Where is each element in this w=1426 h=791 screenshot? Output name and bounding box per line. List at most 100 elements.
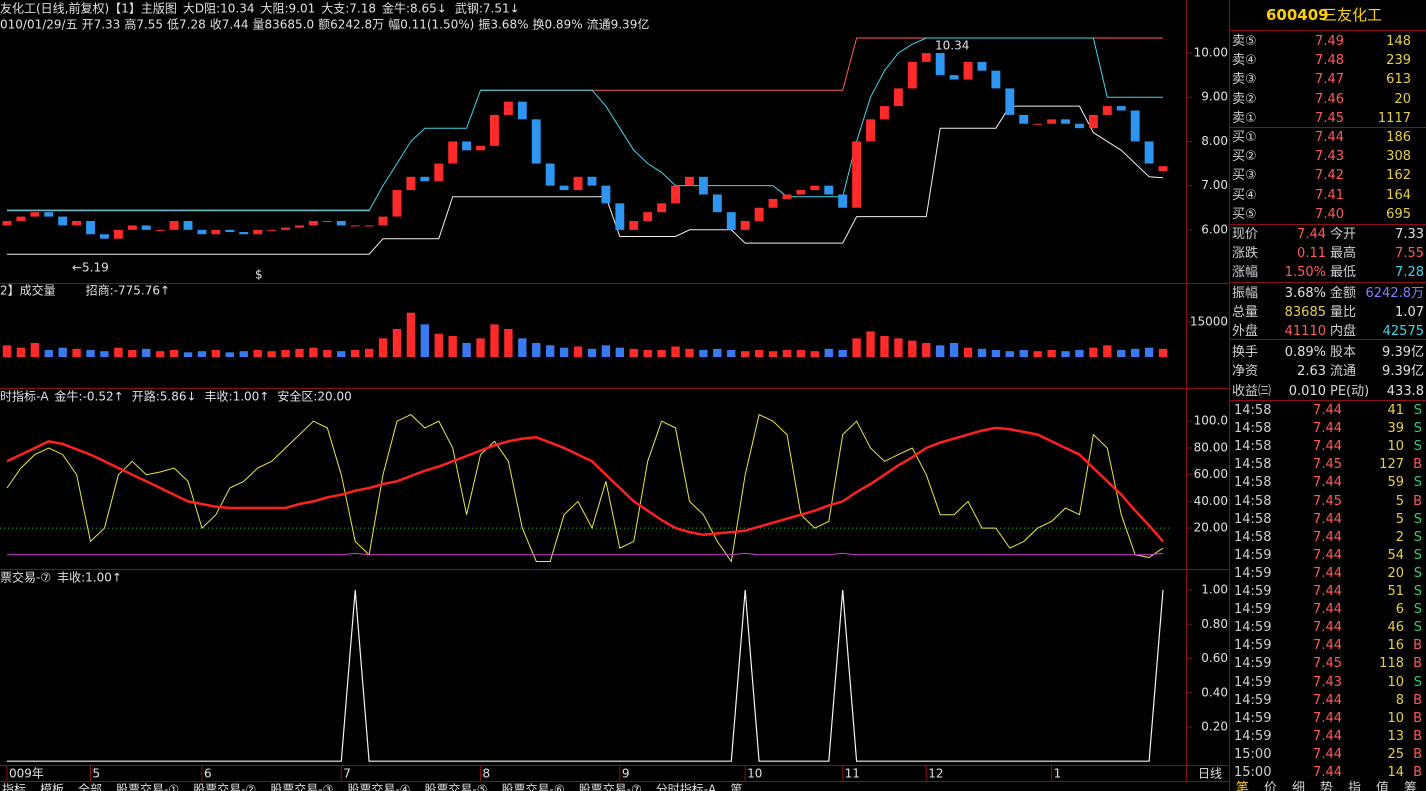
volume-bar xyxy=(1089,347,1098,357)
x-tick-label: 009年 xyxy=(9,767,44,781)
side-tab[interactable]: 笔 xyxy=(1236,781,1250,791)
candle xyxy=(893,88,903,107)
trade-side: B xyxy=(1413,710,1422,726)
trade-side: B xyxy=(1413,638,1422,654)
ask-label: 卖③ xyxy=(1232,72,1257,88)
trade-side: B xyxy=(1413,493,1422,509)
candle xyxy=(852,141,862,208)
y-tick-label: 6.00 xyxy=(1201,222,1228,236)
candle xyxy=(559,185,569,191)
trade-volume: 127 xyxy=(1379,457,1404,473)
side-tab[interactable]: 势 xyxy=(1320,781,1334,791)
candle xyxy=(991,70,1001,89)
stat-value: 0.11 xyxy=(1297,246,1326,262)
tab[interactable]: 股票交易-③ xyxy=(270,782,333,791)
bid-label: 买⑤ xyxy=(1232,206,1257,222)
legend-item: 开7.33 xyxy=(82,18,121,32)
volume-bar xyxy=(406,312,416,357)
tab[interactable]: 指标 xyxy=(2,782,26,791)
volume-bar xyxy=(1033,351,1042,357)
y-tick-label: 10.00 xyxy=(1194,46,1228,60)
volume-bar xyxy=(782,350,792,357)
stat-label: 金额 xyxy=(1330,285,1357,301)
y-tick-label: 0.20 xyxy=(1201,719,1228,733)
y-tick-label: 15000 xyxy=(1190,315,1228,329)
bid-price: 7.43 xyxy=(1315,149,1344,165)
candle xyxy=(1102,106,1112,115)
side-tab[interactable]: 细 xyxy=(1292,781,1306,791)
candle xyxy=(490,114,499,146)
tab[interactable]: 模板 xyxy=(40,783,64,791)
volume-bar xyxy=(1019,350,1028,357)
stat-value: 41110 xyxy=(1284,324,1326,339)
tab[interactable]: 股票交易-⑤ xyxy=(424,782,487,791)
side-tab[interactable]: 价 xyxy=(1264,781,1278,791)
volume-bar xyxy=(378,338,388,357)
candle xyxy=(545,163,555,186)
legend-item: 时指标-A xyxy=(0,389,49,404)
candle xyxy=(866,119,875,142)
volume-bar xyxy=(671,346,680,357)
stat-label: 现价 xyxy=(1232,227,1259,242)
tab[interactable]: 股票交易-⑦ xyxy=(579,782,642,791)
volume-bar xyxy=(991,350,1001,357)
legend-item: 低7.28 xyxy=(167,18,206,32)
series-line xyxy=(7,589,1164,762)
candle xyxy=(796,190,806,195)
candle xyxy=(308,221,318,226)
volume-bar xyxy=(420,324,429,357)
annotation: 10.34 xyxy=(935,39,969,53)
tab[interactable]: 股票交易-① xyxy=(116,782,179,791)
trade-time: 14:59 xyxy=(1234,728,1272,744)
trade-time: 15:00 xyxy=(1234,746,1272,762)
candle xyxy=(907,61,917,89)
volume-bar xyxy=(810,351,819,357)
side-tab[interactable]: 筹 xyxy=(1404,781,1418,791)
ask-price: 7.47 xyxy=(1315,72,1344,88)
x-tick-label: 7 xyxy=(343,767,351,781)
side-tab[interactable]: 值 xyxy=(1376,781,1390,791)
trade-volume: 8 xyxy=(1395,692,1404,708)
candle xyxy=(1116,106,1126,111)
tab[interactable]: 股票交易-④ xyxy=(347,782,410,791)
tab[interactable]: 第 xyxy=(730,783,742,791)
tab[interactable]: 股票交易-⑥ xyxy=(502,782,565,791)
trade-price: 7.44 xyxy=(1313,403,1342,418)
trade-time: 14:58 xyxy=(1234,475,1272,491)
candle xyxy=(768,198,778,208)
trade-price: 7.44 xyxy=(1313,728,1342,744)
candle xyxy=(113,229,123,239)
candle xyxy=(141,225,151,230)
stat-label: 最高 xyxy=(1330,246,1357,262)
ask-price: 7.45 xyxy=(1315,110,1344,126)
volume-bar xyxy=(44,350,53,357)
ask-label: 卖① xyxy=(1232,110,1257,126)
candle xyxy=(392,190,402,217)
volume-bar xyxy=(908,340,917,357)
tab[interactable]: 分时指标-A xyxy=(656,782,717,791)
volume-bar xyxy=(323,350,332,357)
trade-price: 7.44 xyxy=(1313,746,1342,762)
candle xyxy=(155,229,165,231)
candle xyxy=(350,225,360,227)
volume-bar xyxy=(977,348,987,357)
trade-price: 7.45 xyxy=(1313,457,1342,473)
tab[interactable]: 全部 xyxy=(78,782,102,791)
y-tick-label: 20.00 xyxy=(1194,521,1228,535)
x-tick-label: 5 xyxy=(93,767,101,781)
tab[interactable]: 股票交易-② xyxy=(193,782,256,791)
trade-time: 14:58 xyxy=(1234,457,1272,473)
candle xyxy=(1019,114,1029,124)
annotation: ←5.19 xyxy=(72,261,109,275)
trade-price: 7.44 xyxy=(1313,511,1342,527)
trade-price: 7.44 xyxy=(1313,584,1342,599)
side-tab[interactable]: 指 xyxy=(1348,781,1362,791)
y-tick-label: 60.00 xyxy=(1194,467,1228,481)
legend-item: 丰收:1.00↑ xyxy=(57,571,122,585)
trade-side: B xyxy=(1413,746,1422,762)
volume-bar xyxy=(58,347,67,357)
stock-name: 三友化工 xyxy=(1322,6,1383,24)
legend-item: 010/01/29/五 xyxy=(0,18,78,32)
trade-time: 14:58 xyxy=(1234,421,1272,437)
period-label: 日线 xyxy=(1198,767,1222,781)
